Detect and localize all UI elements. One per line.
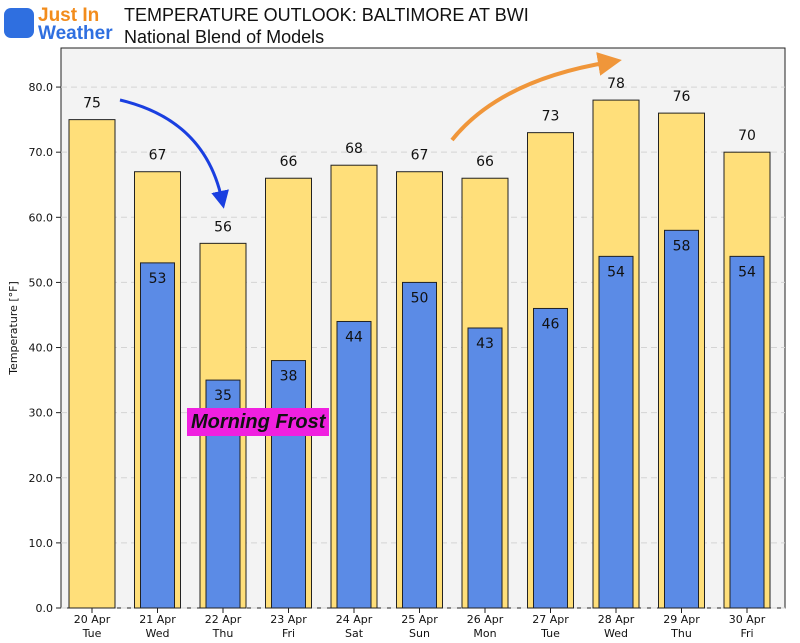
x-tick-label-date: 25 Apr [401, 613, 438, 626]
high-temp-label: 76 [673, 89, 691, 105]
x-tick-label-date: 27 Apr [532, 613, 569, 626]
y-tick-label: 10.0 [29, 537, 54, 550]
low-temp-bar [271, 360, 306, 609]
low-temp-bar [336, 320, 372, 609]
high-temp-label: 78 [607, 76, 625, 92]
high-temp-bar [68, 119, 116, 609]
high-temp-label: 56 [214, 219, 232, 235]
up-trend-arrow-icon [450, 52, 622, 142]
x-tick-label-day: Mon [473, 627, 496, 640]
x-tick-label-date: 28 Apr [598, 613, 635, 626]
x-tick-label-day: Sat [345, 627, 364, 640]
y-tick-label: 20.0 [29, 472, 54, 485]
high-temp-label: 68 [345, 141, 363, 157]
low-temp-bar [729, 255, 765, 609]
logo-text-line1: Just In [38, 5, 100, 26]
x-tick-label-date: 24 Apr [336, 613, 373, 626]
low-temp-bar [664, 229, 699, 609]
high-temp-label: 75 [83, 96, 101, 112]
x-tick-label-day: Thu [212, 627, 234, 640]
x-tick-label-date: 26 Apr [467, 613, 504, 626]
morning-frost-label: Morning Frost [187, 408, 330, 436]
x-tick-label-day: Fri [282, 627, 295, 640]
x-tick-label-date: 23 Apr [270, 613, 307, 626]
y-tick-label: 60.0 [29, 211, 54, 224]
high-temp-label: 67 [149, 148, 167, 164]
x-tick-label-day: Sun [409, 627, 430, 640]
chart-subtitle: National Blend of Models [124, 27, 325, 47]
x-tick-label-date: 30 Apr [729, 613, 766, 626]
x-tick-label-date: 20 Apr [74, 613, 111, 626]
low-temp-label: 58 [673, 238, 691, 254]
chart-title: TEMPERATURE OUTLOOK: BALTIMORE AT BWI [124, 5, 529, 25]
just-in-weather-logo: Just In Weather [2, 6, 120, 46]
y-tick-label: 50.0 [29, 276, 54, 289]
x-tick-label-day: Thu [670, 627, 692, 640]
logo-text-line2: Weather [38, 23, 113, 44]
low-temp-label: 35 [214, 388, 232, 404]
x-tick-label-day: Fri [740, 627, 753, 640]
x-tick-label-day: Wed [604, 627, 628, 640]
low-temp-label: 43 [476, 336, 494, 352]
x-tick-label-day: Tue [82, 627, 102, 640]
x-tick-label-day: Tue [540, 627, 560, 640]
weather-cloud-icon [4, 8, 34, 38]
low-temp-bar [402, 281, 437, 609]
y-tick-label: 80.0 [29, 81, 54, 94]
x-tick-label-date: 22 Apr [205, 613, 242, 626]
high-temp-label: 66 [476, 154, 494, 170]
y-tick-label: 40.0 [29, 342, 54, 355]
low-temp-bar [467, 327, 503, 609]
down-trend-arrow-icon [119, 98, 229, 209]
y-tick-label: 70.0 [29, 146, 54, 159]
low-temp-bar [598, 255, 634, 609]
high-temp-label: 70 [738, 128, 756, 144]
low-temp-label: 50 [411, 290, 429, 306]
low-temp-label: 38 [280, 369, 298, 385]
y-axis-label: Temperature [°F] [7, 281, 20, 376]
low-temp-label: 54 [607, 264, 625, 280]
x-tick-label-date: 29 Apr [663, 613, 700, 626]
x-tick-label-date: 21 Apr [139, 613, 176, 626]
low-temp-label: 53 [149, 271, 167, 287]
low-temp-bar [533, 307, 568, 609]
low-temp-label: 46 [542, 316, 560, 332]
high-temp-label: 66 [280, 154, 298, 170]
high-temp-label: 67 [411, 148, 429, 164]
low-temp-label: 54 [738, 264, 756, 280]
y-tick-label: 30.0 [29, 407, 54, 420]
high-temp-label: 73 [542, 109, 560, 125]
x-tick-label-day: Wed [146, 627, 170, 640]
y-tick-label: 0.0 [36, 602, 54, 615]
low-temp-bar [140, 262, 175, 609]
low-temp-label: 44 [345, 329, 363, 345]
